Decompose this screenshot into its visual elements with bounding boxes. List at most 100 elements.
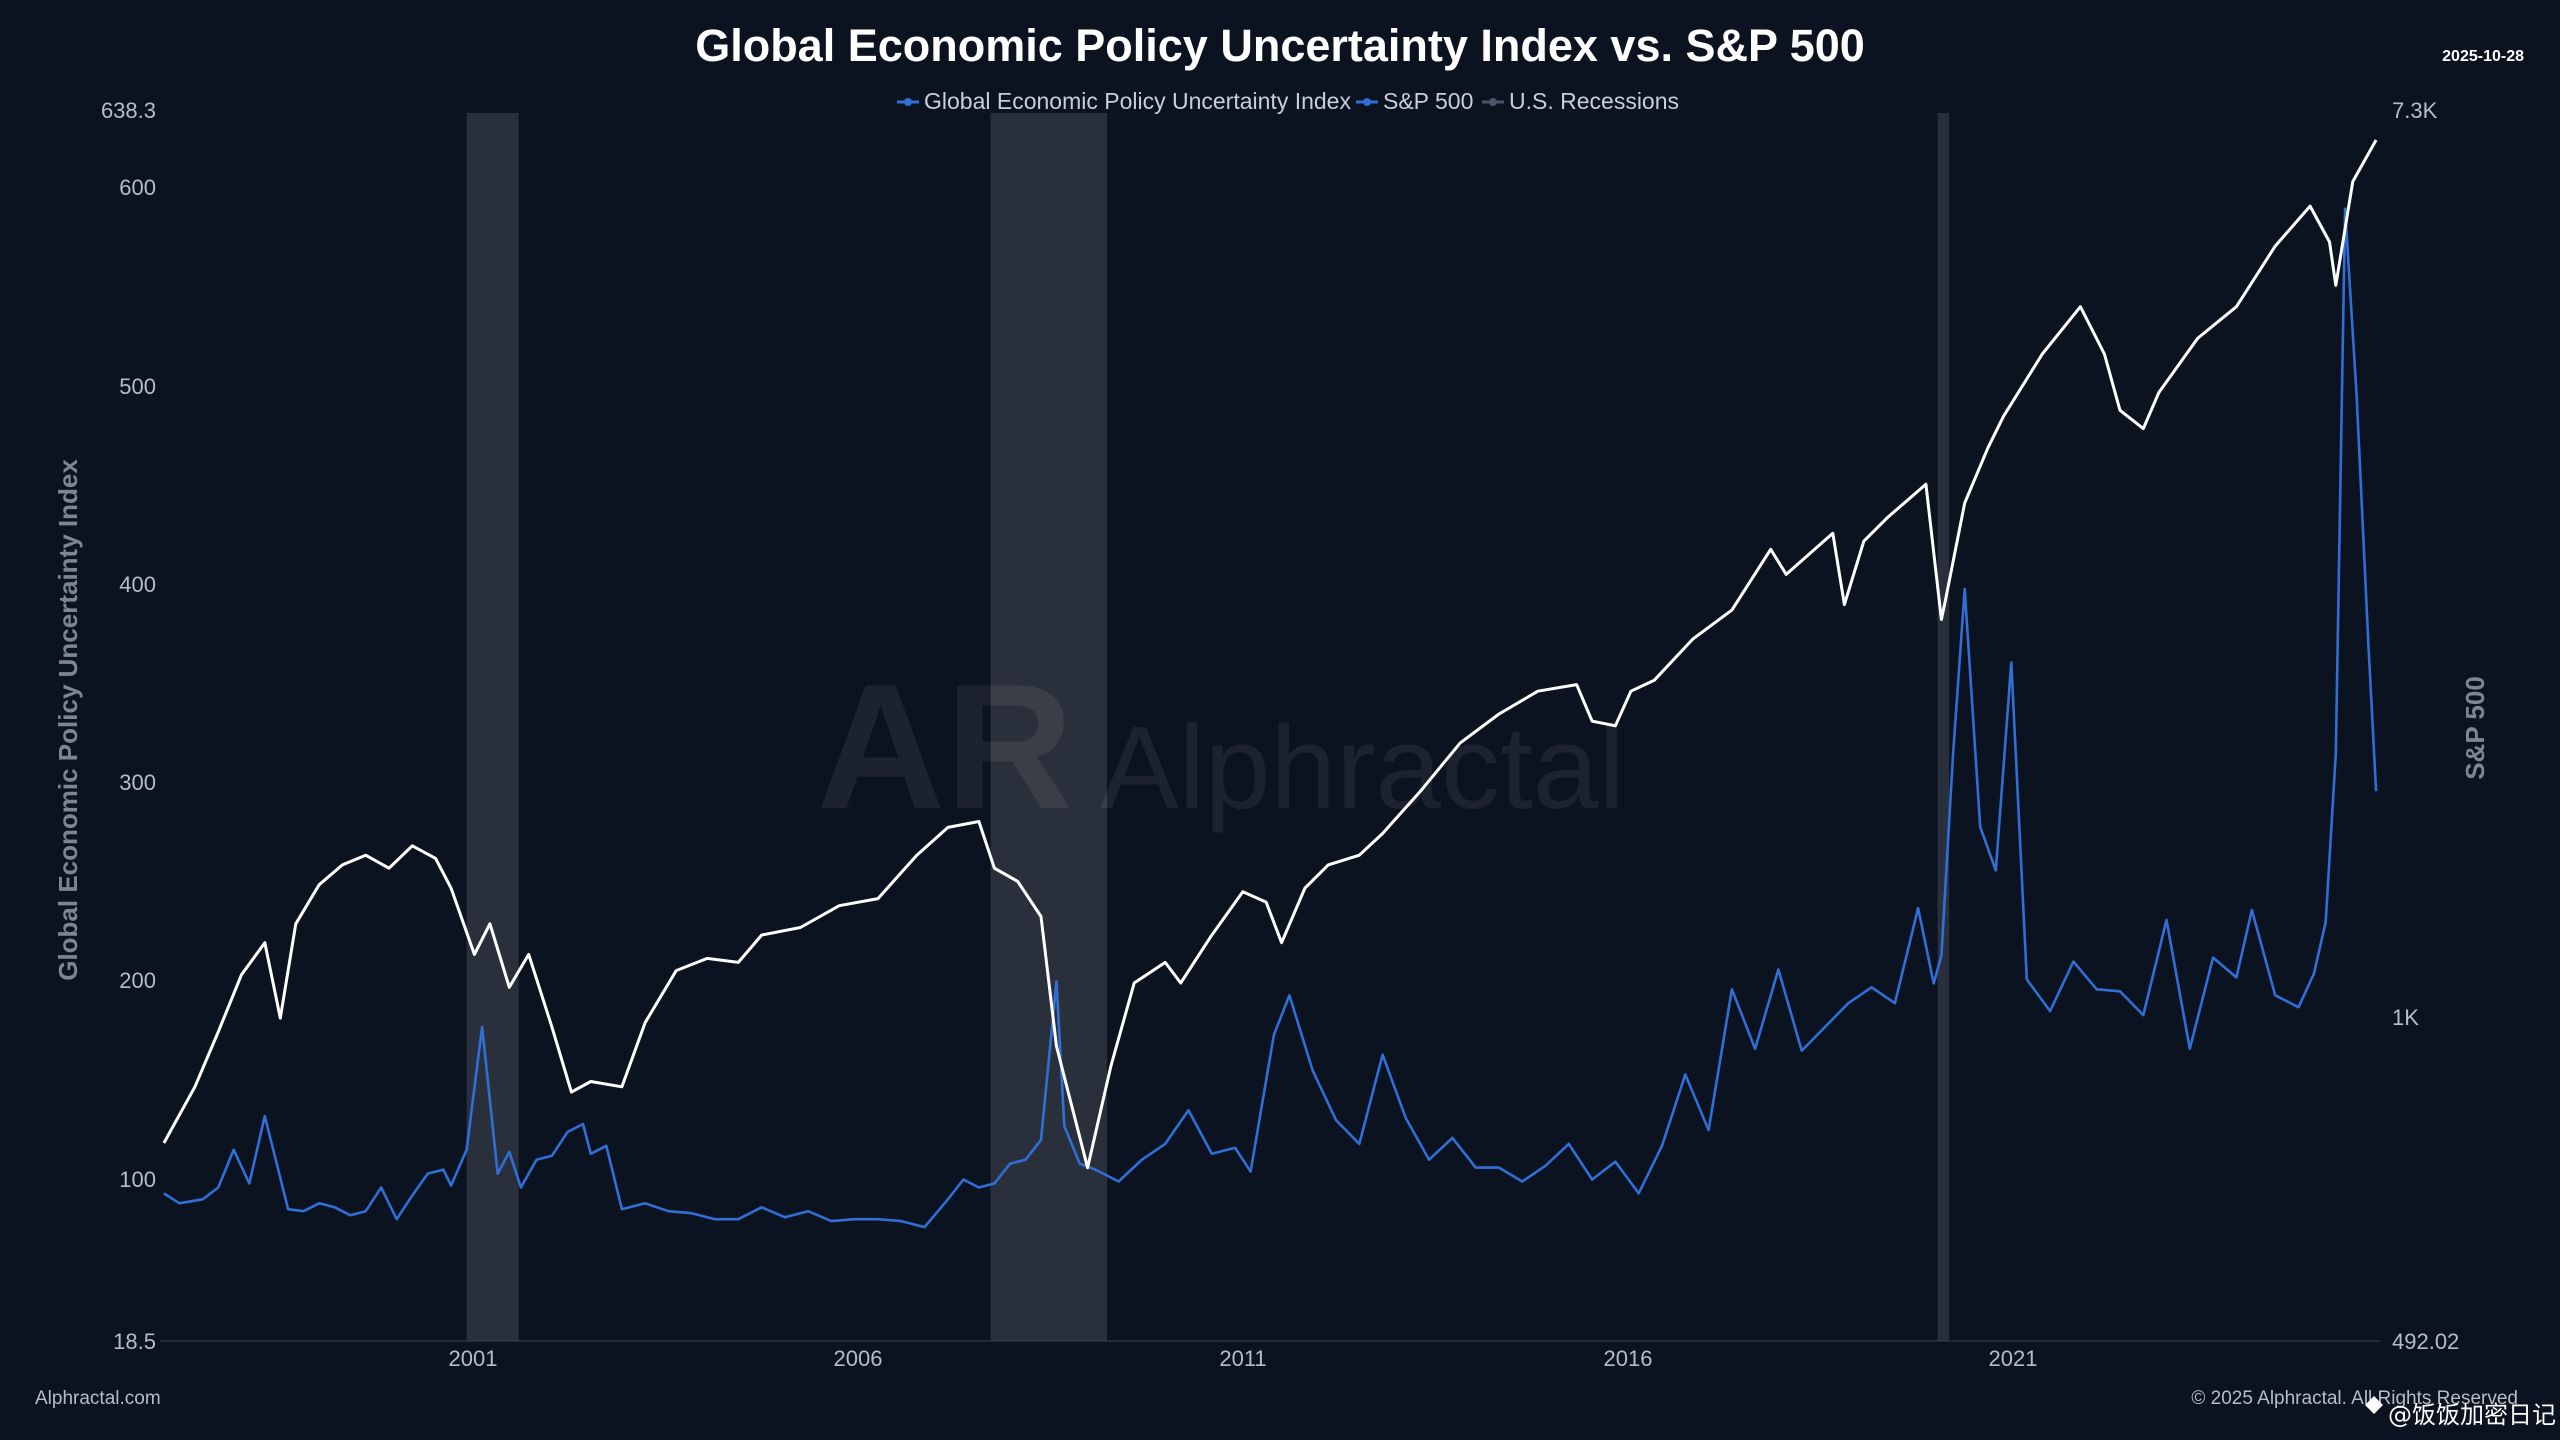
epu-point[interactable] (1078, 1162, 1082, 1166)
sp500-point[interactable] (760, 933, 764, 937)
epu-point[interactable] (1381, 1053, 1385, 1057)
epu-point[interactable] (2324, 920, 2328, 924)
sp500-point[interactable] (977, 820, 981, 824)
sp500-point[interactable] (1303, 886, 1307, 890)
sp500-point[interactable] (364, 853, 368, 857)
sp500-point[interactable] (569, 1090, 573, 1094)
sp500-point[interactable] (1458, 741, 1462, 745)
sp500-point[interactable] (992, 866, 996, 870)
sp500-point[interactable] (1784, 572, 1788, 576)
epu-point[interactable] (2355, 395, 2359, 399)
epu-point[interactable] (899, 1219, 903, 1223)
epu-point[interactable] (581, 1122, 585, 1126)
epu-point[interactable] (535, 1158, 539, 1162)
sp500-point[interactable] (1357, 853, 1361, 857)
epu-point[interactable] (690, 1211, 694, 1215)
epu-point[interactable] (923, 1225, 927, 1229)
epu-point[interactable] (519, 1186, 523, 1190)
epu-point[interactable] (2234, 975, 2238, 979)
sp500-point[interactable] (736, 960, 740, 964)
sp500-point[interactable] (1381, 832, 1385, 836)
sp500-point[interactable] (1613, 724, 1617, 728)
epu-point[interactable] (507, 1150, 511, 1154)
epu-point[interactable] (1963, 587, 1967, 591)
epu-point[interactable] (829, 1219, 833, 1223)
sp500-point[interactable] (162, 1141, 166, 1145)
epu-point[interactable] (1916, 906, 1920, 910)
sp500-point[interactable] (488, 922, 492, 926)
sp500-point[interactable] (1066, 1090, 1070, 1094)
sp500-point[interactable] (1590, 719, 1594, 723)
epu-point[interactable] (1800, 1049, 1804, 1053)
sp500-point[interactable] (1629, 689, 1633, 693)
epu-point[interactable] (1287, 993, 1291, 997)
sp500-point[interactable] (1280, 941, 1284, 945)
sp500-point[interactable] (1264, 900, 1268, 904)
epu-point[interactable] (1334, 1118, 1338, 1122)
epu-point[interactable] (348, 1213, 352, 1217)
sp500-point[interactable] (263, 941, 267, 945)
epu-point[interactable] (1590, 1178, 1594, 1182)
sp500-point[interactable] (2273, 244, 2277, 248)
epu-point[interactable] (1210, 1152, 1214, 1156)
sp500-point[interactable] (434, 856, 438, 860)
sp500-point[interactable] (1497, 712, 1501, 716)
epu-point[interactable] (317, 1201, 321, 1205)
epu-point[interactable] (395, 1217, 399, 1221)
epu-point[interactable] (1055, 979, 1059, 983)
epu-point[interactable] (2095, 987, 2099, 991)
epu-point[interactable] (1233, 1146, 1237, 1150)
sp500-point[interactable] (1179, 981, 1183, 985)
sp500-point[interactable] (2118, 408, 2122, 412)
epu-point[interactable] (1249, 1170, 1253, 1174)
legend-item-sp500[interactable]: S&P 500 (1356, 88, 1473, 114)
epu-line[interactable] (163, 207, 2378, 1229)
epu-point[interactable] (2118, 989, 2122, 993)
epu-point[interactable] (201, 1197, 205, 1201)
epu-point[interactable] (1730, 987, 1734, 991)
epu-point[interactable] (2312, 972, 2316, 976)
epu-point[interactable] (604, 1144, 608, 1148)
epu-point[interactable] (1951, 752, 1955, 756)
sp500-point[interactable] (527, 952, 531, 956)
sp500-point[interactable] (2157, 391, 2161, 395)
sp500-point[interactable] (2102, 352, 2106, 356)
sp500-point[interactable] (1730, 608, 1734, 612)
sp500-point[interactable] (2196, 336, 2200, 340)
epu-point[interactable] (666, 1209, 670, 1213)
epu-point[interactable] (1932, 981, 1936, 985)
epu-point[interactable] (1450, 1136, 1454, 1140)
epu-point[interactable] (1163, 1142, 1167, 1146)
sp500-point[interactable] (1924, 482, 1928, 486)
sp500-point[interactable] (837, 904, 841, 908)
sp500-point[interactable] (2040, 352, 2044, 356)
epu-point[interactable] (426, 1172, 430, 1176)
epu-point[interactable] (1660, 1144, 1664, 1148)
epu-point[interactable] (2141, 1013, 2145, 1017)
epu-point[interactable] (1870, 985, 1874, 989)
sp500-point[interactable] (507, 985, 511, 989)
epu-point[interactable] (465, 1148, 469, 1152)
sp500-point[interactable] (240, 973, 244, 977)
sp500-point[interactable] (946, 825, 950, 829)
epu-point[interactable] (643, 1201, 647, 1205)
epu-point[interactable] (333, 1205, 337, 1209)
epu-point[interactable] (620, 1207, 624, 1211)
sp500-point[interactable] (1326, 863, 1330, 867)
sp500-point[interactable] (1241, 890, 1245, 894)
sp500-point[interactable] (915, 853, 919, 857)
sp500-point[interactable] (1652, 678, 1656, 682)
epu-point[interactable] (496, 1172, 500, 1176)
epu-point[interactable] (1613, 1160, 1617, 1164)
epu-point[interactable] (2334, 752, 2338, 756)
epu-point[interactable] (449, 1184, 453, 1188)
sp500-point[interactable] (1842, 603, 1846, 607)
sp500-point[interactable] (1039, 915, 1043, 919)
epu-point[interactable] (713, 1217, 717, 1221)
sp500-point[interactable] (1939, 618, 1943, 622)
sp500-point[interactable] (2234, 305, 2238, 309)
sp500-point[interactable] (2351, 180, 2355, 184)
sp500-point[interactable] (410, 844, 414, 848)
epu-point[interactable] (1683, 1073, 1687, 1077)
epu-point[interactable] (946, 1197, 950, 1201)
